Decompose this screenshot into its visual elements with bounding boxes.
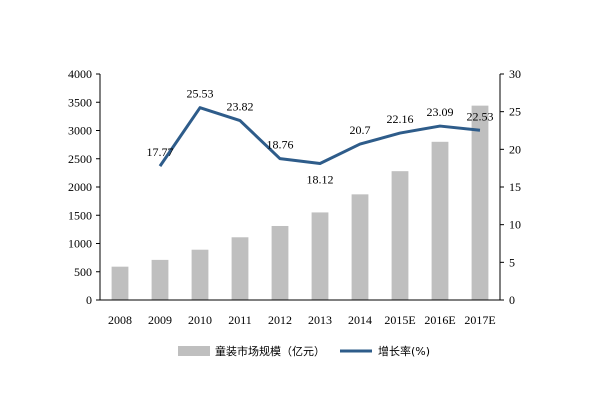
bar-2015E xyxy=(391,171,409,300)
left-tick-label: 2500 xyxy=(68,152,92,166)
growth-data-label: 23.09 xyxy=(427,105,454,119)
growth-data-label: 20.7 xyxy=(350,123,371,137)
legend-bar-label: 童装市场规模（亿元） xyxy=(215,344,325,358)
category-label: 2017E xyxy=(464,313,495,327)
growth-data-label: 18.76 xyxy=(267,138,294,152)
left-tick-label: 3500 xyxy=(68,95,92,109)
category-label: 2009 xyxy=(148,313,172,327)
bar-2017E xyxy=(471,105,489,300)
category-label: 2016E xyxy=(424,313,455,327)
category-label: 2012 xyxy=(268,313,292,327)
data-labels: 17.77 25.53 23.82 18.76 18.12 20.7 22.16 23.09 2… xyxy=(147,87,494,187)
category-label: 2015E xyxy=(384,313,415,327)
growth-data-label: 18.12 xyxy=(307,172,334,186)
bars-layer xyxy=(111,105,489,300)
bar-2012 xyxy=(271,225,289,300)
growth-data-label: 22.53 xyxy=(467,109,494,123)
growth-data-label: 17.77 xyxy=(147,145,174,159)
legend-bar-swatch xyxy=(178,346,210,356)
growth-data-label: 23.82 xyxy=(227,100,254,114)
growth-data-label: 22.16 xyxy=(387,112,414,126)
bar-2009 xyxy=(151,259,169,300)
left-tick-label: 1000 xyxy=(68,237,92,251)
left-tick-label: 1500 xyxy=(68,208,92,222)
legend: 童装市场规模（亿元） 增长率(%) xyxy=(178,344,430,358)
right-tick-label: 5 xyxy=(509,255,515,269)
right-tick-label: 0 xyxy=(509,293,515,307)
category-labels: 2008 2009 2010 2011 2012 2013 2014 2015E 2016E 20… xyxy=(108,313,496,327)
left-tick-label: 2000 xyxy=(68,180,92,194)
category-label: 2014 xyxy=(348,313,372,327)
bar-2013 xyxy=(311,212,329,300)
right-axis-ticks: 0 5 10 15 20 25 30 xyxy=(500,67,521,307)
bar-2010 xyxy=(191,249,209,300)
left-tick-label: 3000 xyxy=(68,124,92,138)
right-tick-label: 30 xyxy=(509,67,521,81)
right-tick-label: 10 xyxy=(509,218,521,232)
right-tick-label: 25 xyxy=(509,105,521,119)
growth-rate-line xyxy=(158,106,481,167)
bar-2008 xyxy=(111,266,129,300)
right-tick-label: 20 xyxy=(509,142,521,156)
category-label: 2013 xyxy=(308,313,332,327)
bar-2011 xyxy=(231,237,249,300)
category-label: 2008 xyxy=(108,313,132,327)
growth-data-label: 25.53 xyxy=(187,87,214,101)
left-axis-ticks: 0 500 1000 1500 2000 2500 3000 3500 4000 xyxy=(68,67,100,307)
right-tick-label: 15 xyxy=(509,180,521,194)
line-layer xyxy=(158,106,481,167)
category-label: 2010 xyxy=(188,313,212,327)
category-label: 2011 xyxy=(228,313,252,327)
bar-2016E xyxy=(431,141,449,300)
legend-line-label: 增长率(%) xyxy=(378,344,430,358)
left-tick-label: 4000 xyxy=(68,67,92,81)
bar-2014 xyxy=(351,194,369,300)
left-tick-label: 500 xyxy=(74,265,92,279)
left-tick-label: 0 xyxy=(86,293,92,307)
